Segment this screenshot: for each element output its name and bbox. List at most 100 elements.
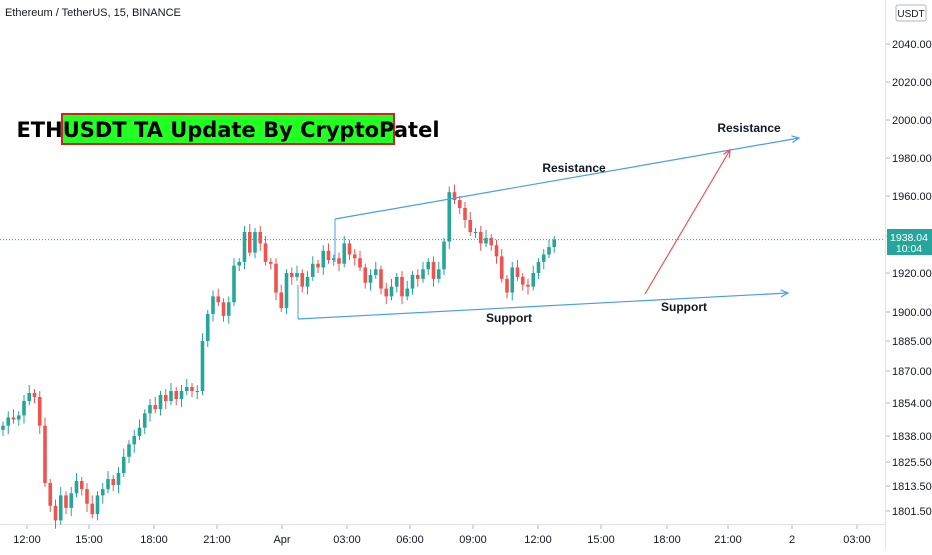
candle-body	[184, 387, 189, 391]
candle-body	[169, 391, 173, 401]
candle-body	[473, 232, 478, 233]
candle-body	[85, 489, 89, 504]
y-tick-label: 1838.00	[892, 431, 932, 443]
candle-body	[106, 479, 110, 490]
candle-body	[505, 278, 509, 293]
y-axis: 2040.002020.002000.001980.001960.001940.…	[886, 39, 932, 518]
candle-body	[405, 288, 410, 297]
candle-body	[452, 192, 457, 200]
candle-body	[137, 427, 142, 436]
currency-badge[interactable]: USDT	[895, 4, 927, 22]
candle-body	[337, 258, 341, 264]
candle-body	[58, 495, 63, 521]
candle-body	[205, 313, 210, 341]
candle-body	[121, 456, 126, 473]
candle-body	[258, 232, 263, 244]
y-tick-label: 1900.00	[892, 307, 932, 319]
candle-body	[363, 267, 368, 283]
x-tick-label: 03:00	[333, 534, 361, 546]
resistance-trendline	[334, 137, 800, 220]
y-tick-label: 2000.00	[892, 115, 932, 127]
candle-body	[410, 274, 415, 289]
candle-body	[415, 274, 420, 279]
x-tick-label: 06:00	[396, 534, 424, 546]
candle-body	[442, 241, 446, 270]
y-tick-label: 1960.00	[892, 191, 932, 203]
candle-body	[142, 413, 147, 428]
candle-body	[6, 417, 11, 426]
candle-body	[520, 276, 525, 285]
candle-body	[232, 265, 236, 303]
candle-body	[174, 391, 179, 399]
candle-body	[95, 495, 100, 515]
candle-body	[48, 483, 53, 506]
candle-body	[384, 288, 389, 297]
candle-body	[400, 276, 404, 297]
candle-body	[279, 292, 284, 309]
y-tick-label: 1813.50	[892, 481, 932, 493]
candle-body	[457, 200, 462, 208]
y-tick-label: 1980.00	[892, 153, 932, 165]
y-tick-label: 1870.00	[892, 366, 932, 378]
currency-badge-label: USDT	[897, 9, 924, 20]
candle-body	[426, 261, 431, 270]
x-tick-label: Apr	[273, 534, 290, 546]
candle-body	[27, 393, 32, 401]
candle-body	[195, 391, 200, 392]
candle-body	[342, 243, 347, 264]
last-price-value: 1938.04	[890, 232, 928, 244]
candle-body	[43, 425, 47, 483]
y-tick-label: 1885.00	[892, 336, 932, 348]
candle-body	[190, 387, 194, 391]
candle-body	[547, 247, 551, 255]
candle-body	[373, 269, 378, 275]
candle-body	[153, 405, 158, 410]
annotation-support-mid: Support	[486, 311, 532, 325]
candle-body	[331, 258, 336, 261]
candle-body	[263, 243, 268, 262]
candle-body	[489, 237, 494, 246]
candle-body	[163, 395, 168, 401]
annotation-support-right: Support	[661, 300, 707, 314]
candles	[1, 184, 557, 529]
candle-body	[295, 273, 299, 277]
candle-body	[69, 493, 74, 508]
x-tick-label: 09:00	[459, 534, 487, 546]
candle-body	[90, 503, 95, 515]
x-axis: 12:00 15:00 18:00 21:00 Apr 03:00 06:00 09:00 12…	[13, 525, 871, 546]
candle-body	[111, 479, 116, 485]
candle-body	[431, 261, 436, 279]
symbol-label: Ethereum / TetherUS, 15, BINANCE	[5, 7, 181, 19]
candle-body	[216, 296, 221, 303]
candle-body	[436, 269, 441, 279]
candle-body	[53, 505, 58, 521]
candle-body	[421, 269, 425, 279]
candle-body	[100, 489, 105, 496]
candle-body	[37, 397, 42, 426]
candle-body	[221, 302, 226, 316]
candle-body	[305, 276, 310, 287]
x-tick-label: 03:00	[843, 534, 871, 546]
candle-body	[11, 417, 16, 420]
y-tick-label: 1854.00	[892, 398, 932, 410]
resistance-trendline-head	[791, 135, 801, 144]
y-tick-label: 2040.00	[892, 39, 932, 51]
candle-body	[326, 250, 331, 261]
candle-body	[447, 192, 452, 242]
candle-body	[226, 302, 231, 316]
candle-body	[368, 274, 373, 283]
candle-body	[484, 237, 488, 244]
candle-body	[237, 261, 242, 266]
candle-body	[531, 273, 536, 287]
projection-arrow-head	[723, 148, 731, 159]
candle-body	[494, 245, 499, 257]
y-tick-label: 1825.50	[892, 457, 932, 469]
x-tick-label: 21:00	[203, 534, 231, 546]
candle-body	[300, 273, 305, 287]
candle-body	[552, 239, 557, 248]
candle-body	[478, 232, 483, 244]
x-tick-label: 2	[789, 534, 795, 546]
candle-body	[242, 232, 247, 262]
